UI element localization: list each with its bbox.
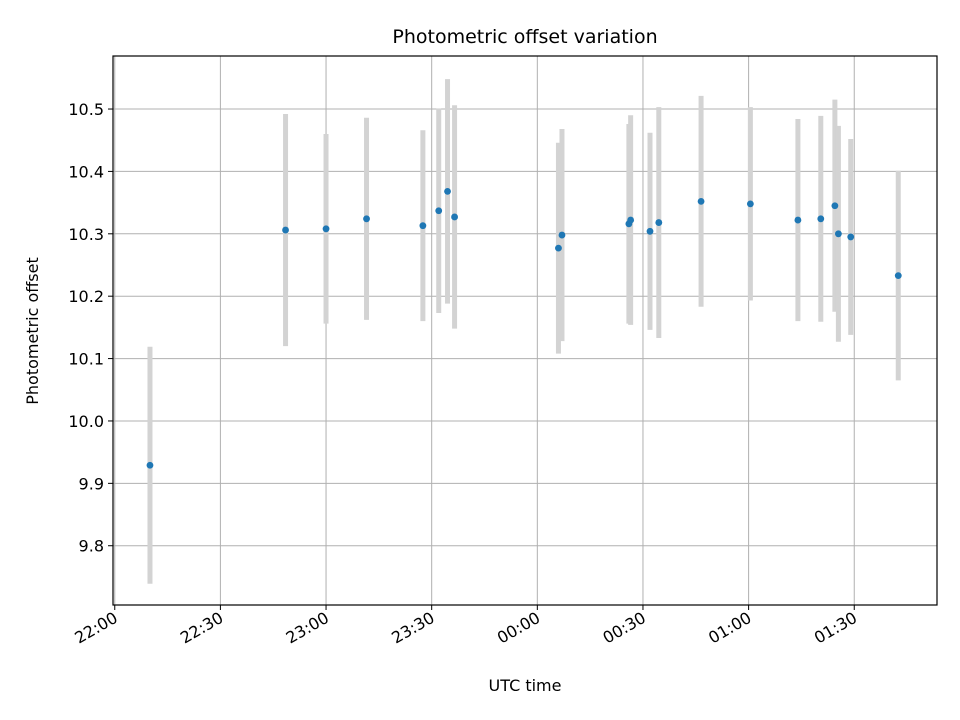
data-point xyxy=(363,215,370,223)
y-tick-label: 9.9 xyxy=(79,474,104,493)
data-points xyxy=(146,187,902,469)
data-point xyxy=(655,219,663,226)
data-point xyxy=(419,222,427,230)
data-point xyxy=(451,213,458,221)
data-point xyxy=(444,187,451,195)
data-point xyxy=(794,216,802,224)
data-point xyxy=(282,226,289,234)
data-point xyxy=(435,207,443,215)
data-point xyxy=(146,461,154,469)
plot-frame xyxy=(112,55,938,606)
data-point xyxy=(831,202,839,210)
data-point xyxy=(322,225,330,233)
x-tick-label: 00:00 xyxy=(494,608,543,648)
x-tick-label: 01:30 xyxy=(811,608,860,648)
y-tick-label: 10.5 xyxy=(68,100,104,119)
data-point xyxy=(835,230,842,238)
y-axis: 9.8 9.9 10.0 10.1 10.2 10.3 10.4 10.5 xyxy=(68,100,113,556)
data-point xyxy=(697,197,705,205)
x-tick-label: 01:00 xyxy=(705,608,754,648)
data-point xyxy=(746,200,754,208)
data-point xyxy=(894,272,902,279)
data-point xyxy=(646,227,654,235)
y-axis-title: Photometric offset xyxy=(23,257,42,405)
y-tick-label: 10.4 xyxy=(68,162,104,181)
x-tick-label: 23:00 xyxy=(283,608,332,648)
error-bars xyxy=(147,79,901,584)
x-tick-label: 22:30 xyxy=(177,608,226,648)
data-point xyxy=(817,215,825,223)
x-axis-title: UTC time xyxy=(489,676,562,695)
data-point xyxy=(555,244,562,252)
data-point xyxy=(627,216,635,224)
y-tick-label: 9.8 xyxy=(79,537,104,556)
data-point xyxy=(847,233,855,241)
x-tick-label: 00:30 xyxy=(600,608,649,648)
grid-lines xyxy=(113,56,937,605)
chart-title: Photometric offset variation xyxy=(392,26,657,48)
y-tick-label: 10.0 xyxy=(68,412,104,431)
x-axis: 22:00 22:30 23:00 23:30 00:00 00:30 01:00 01:30 xyxy=(71,605,860,648)
y-tick-label: 10.1 xyxy=(68,350,104,369)
x-tick-label: 22:00 xyxy=(71,608,120,648)
y-tick-label: 10.2 xyxy=(68,287,104,306)
data-point xyxy=(558,231,566,239)
x-tick-label: 23:30 xyxy=(388,608,437,648)
y-tick-label: 10.3 xyxy=(68,225,104,244)
